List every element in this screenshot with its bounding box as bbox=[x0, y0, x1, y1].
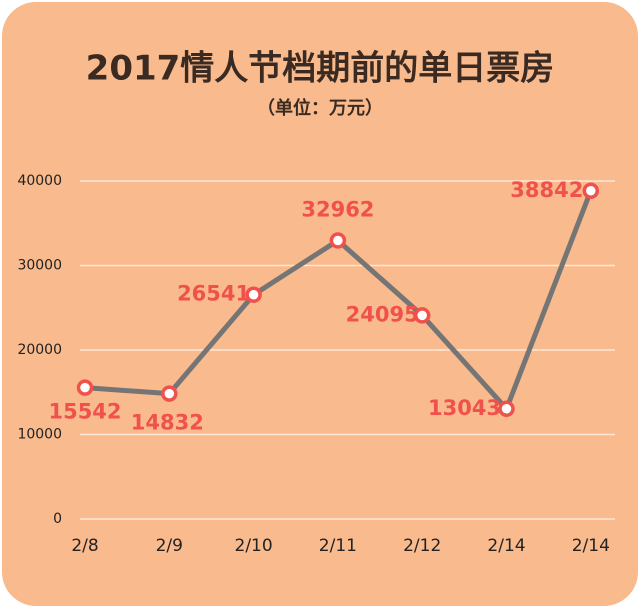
y-tick-label: 20000 bbox=[17, 342, 62, 358]
data-label: 26541 bbox=[177, 282, 250, 306]
data-label: 24095 bbox=[346, 302, 419, 326]
marker bbox=[413, 307, 431, 324]
marker bbox=[582, 182, 600, 200]
marker bbox=[161, 385, 178, 402]
chart-subtitle: （单位：万元） bbox=[257, 97, 383, 119]
data-label: 15542 bbox=[48, 400, 121, 424]
marker bbox=[329, 232, 347, 249]
x-tick-label: 2/9 bbox=[156, 536, 183, 556]
data-label: 32962 bbox=[301, 197, 374, 221]
x-tick-label: 2/14 bbox=[572, 536, 610, 556]
x-tick-label: 2/11 bbox=[319, 536, 357, 556]
x-tick-label: 2/12 bbox=[403, 536, 441, 556]
marker bbox=[498, 400, 515, 418]
data-label: 14832 bbox=[131, 411, 204, 435]
x-tick-label: 2/8 bbox=[71, 536, 98, 556]
y-tick-label: 30000 bbox=[17, 258, 62, 274]
marker bbox=[76, 379, 94, 396]
data-label: 38842 bbox=[510, 178, 583, 202]
x-tick-label: 2/10 bbox=[235, 536, 273, 556]
y-tick-label: 10000 bbox=[17, 427, 62, 443]
x-tick-label: 2/14 bbox=[487, 536, 525, 556]
chart-title: 2017情人节档期前的单日票房 bbox=[86, 49, 555, 89]
y-tick-label: 0 bbox=[53, 511, 62, 527]
y-tick-label: 40000 bbox=[17, 173, 62, 189]
data-label: 13043 bbox=[428, 396, 501, 420]
marker bbox=[245, 286, 262, 303]
